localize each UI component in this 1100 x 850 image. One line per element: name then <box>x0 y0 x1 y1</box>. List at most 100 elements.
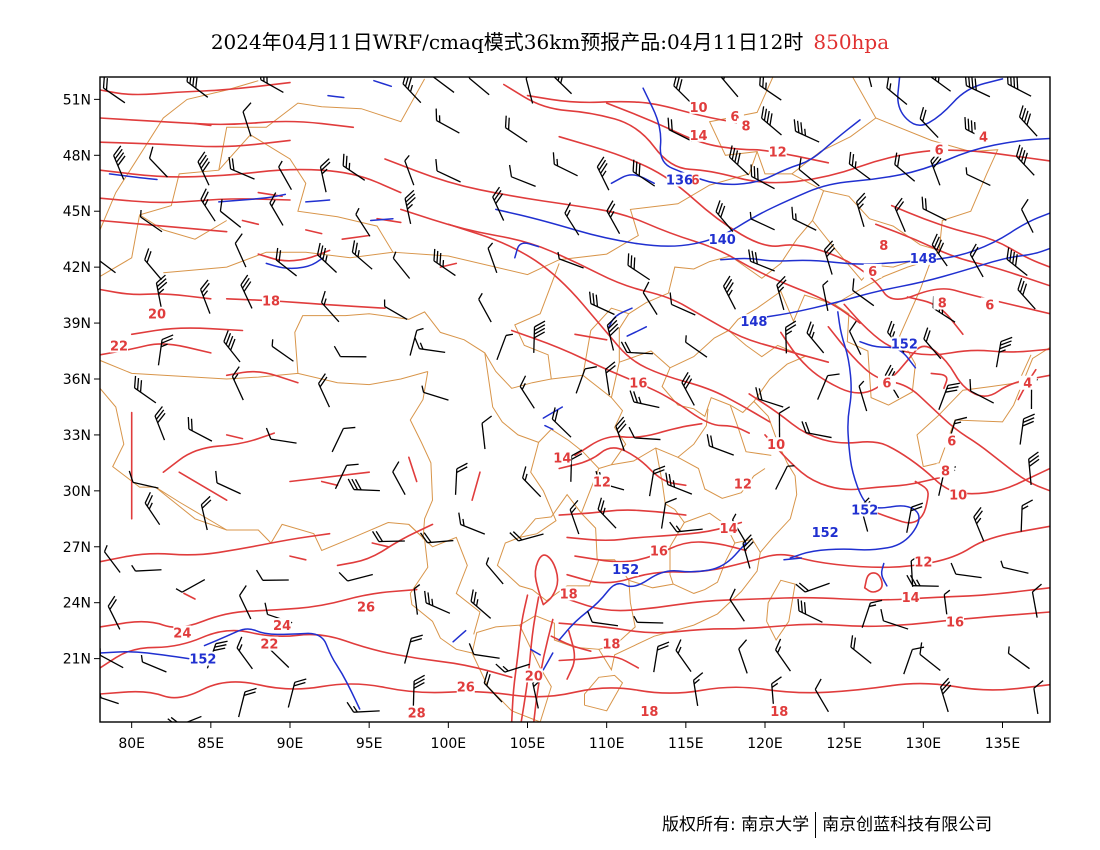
wind-barb <box>157 339 163 366</box>
wind-barb <box>761 117 782 136</box>
wind-barb-feather <box>592 293 595 306</box>
wind-barb-feather <box>771 682 779 688</box>
wind-barb-feather <box>128 470 134 483</box>
wind-barb <box>519 386 535 409</box>
wind-barb <box>432 77 455 93</box>
wind-barb-feather <box>419 342 424 350</box>
wind-barb <box>606 325 615 351</box>
wind-barb <box>919 118 939 139</box>
wind-barb <box>795 130 820 143</box>
wind-barb <box>969 253 984 278</box>
wind-barb-feather <box>916 579 921 587</box>
wind-barb-feather <box>238 644 243 652</box>
temperature-isotherm-fragment <box>341 234 370 240</box>
wind-barb <box>939 686 949 713</box>
wind-barb <box>681 382 695 406</box>
wind-barb-feather <box>933 236 940 249</box>
contour-label-bg <box>812 524 839 539</box>
boundary-line <box>496 442 600 602</box>
wind-barb-feather <box>239 585 247 596</box>
wind-barb-feather <box>797 598 800 612</box>
wind-barb-feather <box>751 250 755 263</box>
wind-barb <box>750 218 775 231</box>
wind-barb-feather <box>371 531 380 542</box>
boundary-line <box>834 259 932 406</box>
wind-barb-feather <box>275 247 279 260</box>
wind-barb <box>906 507 913 533</box>
wind-barb-feather <box>413 584 421 590</box>
wind-barb-feather <box>1028 451 1039 460</box>
wind-barb <box>331 428 344 453</box>
wind-barb-feather <box>750 164 753 177</box>
wind-barb <box>413 588 419 615</box>
wind-barb-feather <box>333 345 341 357</box>
temperature-contour-label: 14 <box>902 591 920 606</box>
wind-barb-feather <box>419 532 428 544</box>
wind-barb <box>894 207 906 232</box>
lon-label: 90E <box>277 736 304 752</box>
height-contour <box>514 242 540 259</box>
wind-barb-feather <box>869 604 877 608</box>
height-contour <box>880 562 888 587</box>
wind-barb <box>973 516 985 542</box>
wind-barb-feather <box>347 478 355 490</box>
wind-barb <box>850 646 872 664</box>
wind-barb-feather <box>156 274 166 284</box>
wind-barb-feather <box>808 324 815 336</box>
wind-barb-feather <box>777 646 782 654</box>
wind-barb <box>685 341 708 358</box>
wind-barb <box>270 438 297 444</box>
wind-barb <box>532 682 539 709</box>
wind-barb-feather <box>919 107 925 119</box>
wind-barb-feather <box>595 294 599 307</box>
wind-barb <box>378 540 405 543</box>
wind-barb <box>1028 458 1032 486</box>
boundary-line <box>584 674 624 712</box>
wind-barb-feather <box>934 77 937 81</box>
height-contour <box>719 212 1050 265</box>
wind-barb-feather <box>653 469 665 475</box>
wind-barb <box>317 254 338 273</box>
wind-barb <box>852 289 875 307</box>
wind-barb-feather <box>632 159 635 172</box>
wind-barb-feather <box>231 366 240 377</box>
wind-barb <box>468 77 490 96</box>
wind-barb-feather <box>667 117 670 130</box>
wind-barb <box>597 508 617 529</box>
wind-barb-feather <box>693 678 700 685</box>
temperature-contour-label: 24 <box>173 627 191 642</box>
wind-barb-feather <box>912 646 925 651</box>
wind-barb-feather <box>200 495 211 506</box>
wind-barb-feather <box>215 640 228 645</box>
boundary-line <box>823 190 940 251</box>
wind-barb <box>792 218 817 231</box>
wind-barb-feather <box>941 681 951 691</box>
wind-barb-feather <box>852 278 855 291</box>
wind-barb <box>511 176 536 188</box>
wind-barb <box>353 488 380 492</box>
wind-barb-feather <box>763 108 768 121</box>
wind-barb-feather <box>827 373 840 377</box>
wind-barb <box>931 244 948 267</box>
wind-barb-feather <box>1000 560 1004 568</box>
wind-barb <box>569 509 580 535</box>
temperature-isotherm <box>100 629 513 679</box>
wind-barb-feather <box>413 681 425 689</box>
temperature-isotherm <box>566 629 576 680</box>
wind-barb-feather <box>354 478 362 491</box>
contour-label-bg <box>863 263 882 278</box>
boundary-line <box>409 371 434 540</box>
wind-barb <box>676 528 703 533</box>
wind-barb-feather <box>965 167 968 175</box>
wind-barb <box>660 502 667 529</box>
wind-barb-feather <box>189 77 192 84</box>
wind-barb <box>149 157 168 178</box>
wind-barb-feather <box>533 327 546 335</box>
temperature-contour-label: 10 <box>689 101 707 116</box>
wind-barb <box>729 599 745 622</box>
wind-barb-feather <box>785 320 797 328</box>
wind-barb <box>798 610 823 623</box>
contour-label-bg <box>891 336 918 351</box>
wind-barb-feather <box>570 507 577 514</box>
wind-barb-feather <box>759 77 761 86</box>
